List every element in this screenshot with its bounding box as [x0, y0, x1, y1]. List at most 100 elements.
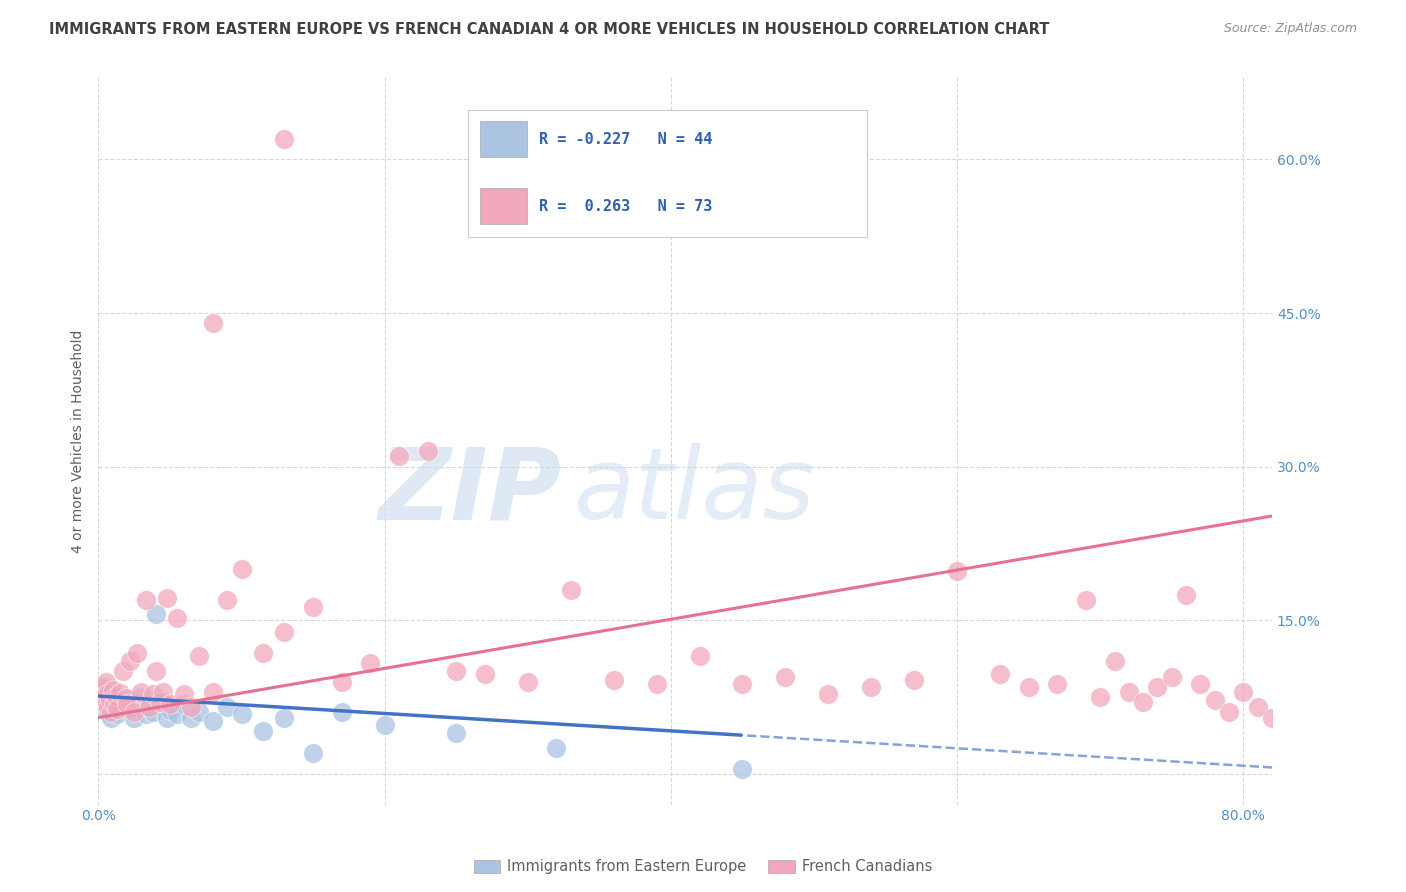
- Point: [775, 670, 797, 684]
- Point: [142, 706, 165, 720]
- Point: [1204, 693, 1226, 707]
- Point: [98, 693, 121, 707]
- Point: [156, 710, 179, 724]
- Point: [330, 706, 353, 720]
- Point: [159, 698, 181, 712]
- Point: [903, 673, 925, 687]
- FancyBboxPatch shape: [479, 121, 527, 157]
- Point: [444, 726, 467, 740]
- Point: [103, 698, 125, 712]
- Point: [131, 690, 153, 704]
- Text: IMMIGRANTS FROM EASTERN EUROPE VS FRENCH CANADIAN 4 OR MORE VEHICLES IN HOUSEHOL: IMMIGRANTS FROM EASTERN EUROPE VS FRENCH…: [49, 22, 1050, 37]
- Point: [138, 693, 160, 707]
- Point: [149, 700, 172, 714]
- Legend: Immigrants from Eastern Europe, French Canadians: Immigrants from Eastern Europe, French C…: [468, 854, 938, 880]
- Point: [1246, 700, 1268, 714]
- Point: [817, 687, 839, 701]
- Point: [946, 564, 969, 578]
- Point: [252, 646, 274, 660]
- Point: [1104, 654, 1126, 668]
- Point: [94, 674, 117, 689]
- Point: [1018, 680, 1040, 694]
- Point: [173, 687, 195, 701]
- Point: [104, 689, 127, 703]
- Point: [115, 698, 138, 712]
- Point: [125, 698, 148, 712]
- Point: [1175, 588, 1198, 602]
- Point: [187, 706, 209, 720]
- Point: [145, 607, 167, 621]
- Point: [1261, 710, 1284, 724]
- Point: [93, 695, 115, 709]
- Point: [560, 582, 582, 597]
- Point: [180, 710, 202, 724]
- Point: [860, 680, 883, 694]
- Point: [94, 680, 117, 694]
- Point: [374, 717, 396, 731]
- Point: [103, 703, 125, 717]
- Text: ZIP: ZIP: [380, 443, 562, 541]
- Point: [101, 682, 124, 697]
- FancyBboxPatch shape: [468, 111, 868, 237]
- Point: [217, 700, 239, 714]
- Point: [252, 723, 274, 738]
- Point: [98, 698, 121, 712]
- Point: [1146, 680, 1168, 694]
- Point: [187, 649, 209, 664]
- Point: [474, 666, 496, 681]
- Point: [273, 624, 295, 639]
- Point: [302, 599, 325, 614]
- Point: [96, 693, 118, 707]
- Point: [173, 698, 195, 712]
- Point: [89, 685, 111, 699]
- Point: [416, 444, 439, 458]
- Point: [114, 691, 136, 706]
- Point: [91, 685, 114, 699]
- Point: [731, 762, 754, 776]
- Point: [111, 699, 134, 714]
- Point: [273, 132, 295, 146]
- Point: [104, 694, 127, 708]
- Point: [645, 677, 668, 691]
- Point: [101, 687, 124, 701]
- Point: [118, 654, 141, 668]
- Point: [156, 591, 179, 605]
- Point: [1189, 677, 1212, 691]
- Point: [159, 703, 181, 717]
- Point: [142, 687, 165, 701]
- Point: [731, 677, 754, 691]
- Point: [1132, 695, 1154, 709]
- Point: [516, 674, 538, 689]
- Point: [201, 714, 224, 728]
- Point: [273, 710, 295, 724]
- Point: [145, 665, 167, 679]
- Point: [108, 691, 131, 706]
- Point: [359, 657, 381, 671]
- Point: [1160, 670, 1182, 684]
- Text: Source: ZipAtlas.com: Source: ZipAtlas.com: [1223, 22, 1357, 36]
- Point: [105, 707, 128, 722]
- Point: [1232, 685, 1254, 699]
- Point: [166, 611, 188, 625]
- Point: [96, 687, 118, 701]
- Point: [231, 562, 253, 576]
- Point: [118, 693, 141, 707]
- Point: [100, 710, 122, 724]
- Point: [602, 673, 624, 687]
- Point: [201, 316, 224, 330]
- Point: [97, 706, 120, 720]
- Point: [330, 674, 353, 689]
- Point: [131, 685, 153, 699]
- Point: [444, 665, 467, 679]
- Point: [689, 649, 711, 664]
- Point: [100, 706, 122, 720]
- Text: R =  0.263   N = 73: R = 0.263 N = 73: [538, 199, 711, 214]
- Text: atlas: atlas: [574, 443, 815, 541]
- Text: R = -0.227   N = 44: R = -0.227 N = 44: [538, 132, 711, 147]
- Point: [546, 741, 568, 756]
- Point: [302, 747, 325, 761]
- Point: [388, 450, 411, 464]
- Point: [90, 695, 112, 709]
- Point: [988, 666, 1011, 681]
- Point: [1218, 706, 1240, 720]
